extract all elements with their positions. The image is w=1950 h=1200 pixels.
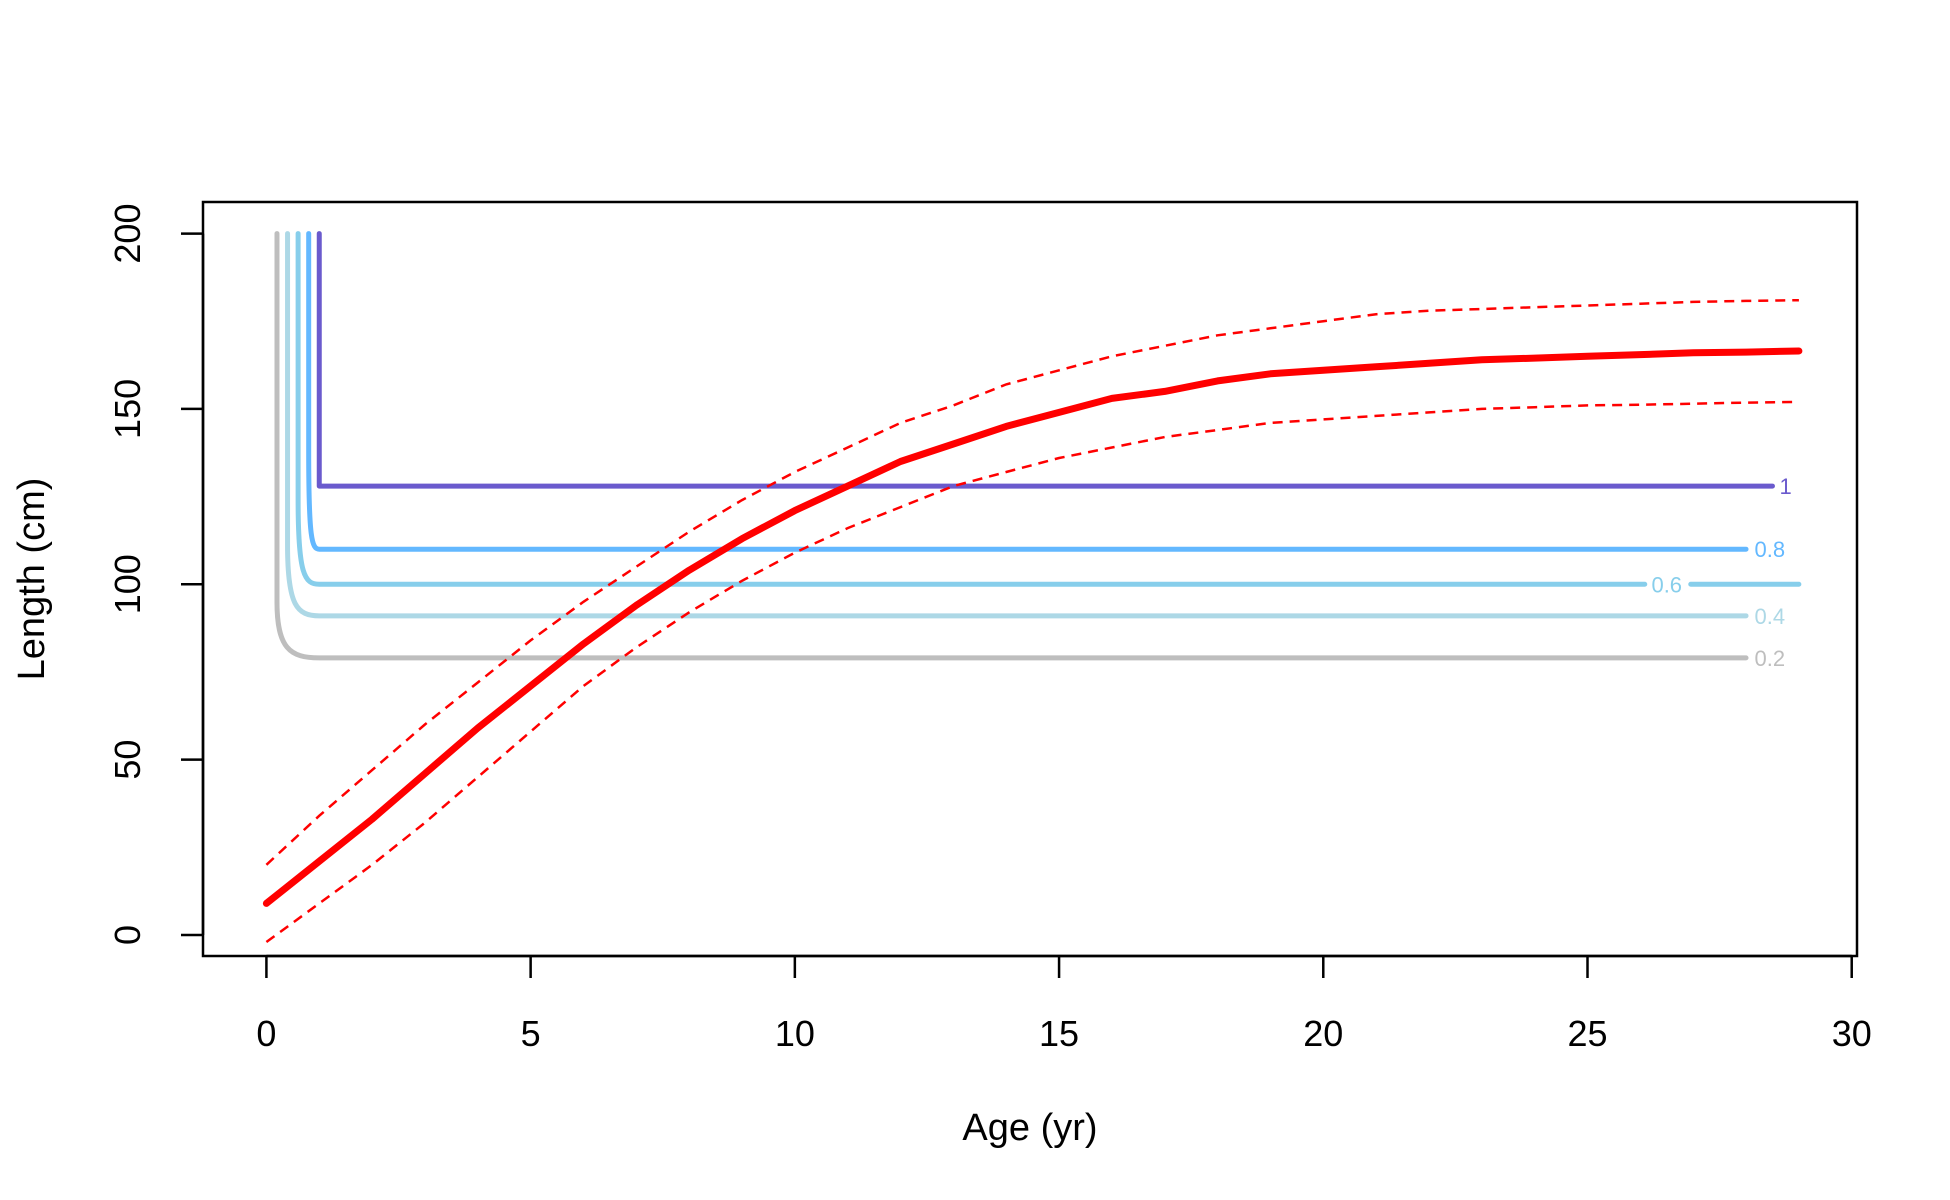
x-tick-label: 25 <box>1567 1013 1607 1054</box>
y-tick-label: 150 <box>107 379 148 439</box>
x-tick-label: 30 <box>1832 1013 1872 1054</box>
axes: 0 5 10 15 20 25 30 0 50 100 150 200 <box>107 204 1872 1054</box>
contour-label: 0.8 <box>1755 537 1786 562</box>
contour-line <box>306 231 1749 552</box>
y-tick-label: 50 <box>107 740 148 780</box>
contour-label: 0.2 <box>1755 646 1786 671</box>
contour-lines: 0.2 0.4 0.6 0.8 1 <box>274 231 1802 671</box>
x-tick-label: 5 <box>521 1013 541 1054</box>
contour-line <box>316 231 1775 489</box>
growth-curves <box>262 298 1803 944</box>
y-tick-label: 0 <box>107 925 148 945</box>
x-tick-label: 20 <box>1303 1013 1343 1054</box>
y-tick-label: 200 <box>107 204 148 264</box>
contour-line <box>285 231 1749 619</box>
contour-line <box>274 231 1749 661</box>
x-axis-title: Age (yr) <box>962 1107 1097 1149</box>
contour-label: 1 <box>1780 474 1792 499</box>
x-tick-label: 15 <box>1039 1013 1079 1054</box>
y-axis-title: Length (cm) <box>11 478 53 681</box>
x-tick-label: 0 <box>256 1013 276 1054</box>
contour-label: 0.6 <box>1651 572 1682 597</box>
y-tick-label: 100 <box>107 554 148 614</box>
contour-label: 0.4 <box>1755 604 1786 629</box>
upper-bound-line <box>265 298 1799 866</box>
mean-growth-line <box>262 347 1803 907</box>
lower-bound-line <box>265 400 1799 944</box>
contour-line <box>295 231 1802 587</box>
x-tick-label: 10 <box>775 1013 815 1054</box>
